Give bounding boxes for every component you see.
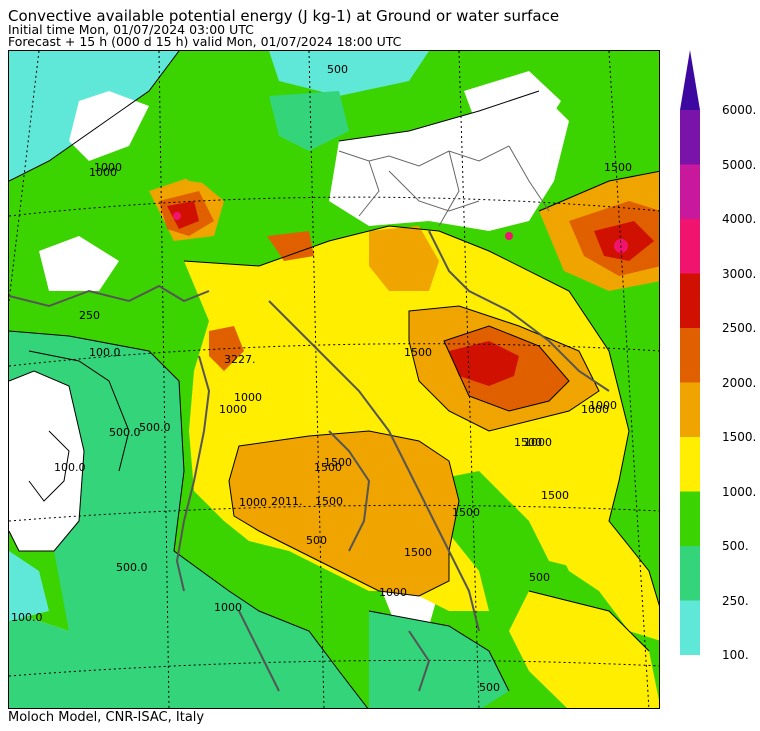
colorbar-band	[680, 328, 700, 383]
colorbar-band	[680, 110, 700, 165]
contour-label: 100.0	[54, 461, 86, 474]
contour-label: 1500	[604, 161, 632, 174]
colorbar-band	[680, 164, 700, 219]
colorbar-tick-label: 5000.	[722, 157, 757, 172]
colorbar-swatches	[680, 50, 700, 655]
cape-field-2000-2500-north	[267, 231, 314, 261]
colorbar-extension-arrow	[680, 50, 700, 110]
contour-label: 500.0	[109, 426, 141, 439]
colorbar-tick-label: 2000.	[722, 375, 757, 390]
colorbar-tick-label: 500.	[722, 539, 749, 553]
cape-field-1000-1500-southeast	[509, 591, 659, 708]
contour-label: 500.0	[116, 561, 148, 574]
cape-map-canvas: 500 1000 1500 1500 1500 1500 1500 1000 1…	[9, 51, 659, 708]
contour-label: 500	[529, 571, 550, 584]
initial-time-label: Initial time Mon, 01/07/2024 03:00 UTC	[8, 22, 254, 37]
colorbar-tick-label: 6000.	[722, 103, 757, 117]
contour-label: 2011.	[271, 495, 303, 508]
colorbar-tick-label: 3000.	[722, 266, 757, 281]
colorbar-band	[680, 273, 700, 328]
contour-label: 1000	[524, 436, 552, 449]
cape-field-250-500-south	[369, 611, 509, 708]
cape-field-1500-2000-central	[229, 431, 459, 596]
cape-field-below-100-north	[69, 91, 149, 161]
cape-field-2000-2500-west	[209, 326, 244, 371]
colorbar-band	[680, 437, 700, 492]
colorbar	[680, 50, 760, 660]
contour-label: 1500	[541, 489, 569, 502]
colorbar-tick-label: 4000.	[722, 212, 757, 226]
contour-label: 1000	[94, 161, 122, 174]
contour-label: 1500	[404, 346, 432, 359]
cape-field-below-100-north	[39, 236, 119, 291]
contour-label: 1500	[514, 436, 542, 449]
contour-label: 3227.	[224, 353, 256, 366]
contour-label: 500	[327, 63, 348, 76]
cape-field-2500-3000-northwest	[167, 201, 199, 229]
cape-field-3000-4000	[505, 232, 513, 240]
contour-label: 1500	[314, 461, 342, 474]
contour-label: 250	[79, 309, 100, 322]
forecast-valid-label: Forecast + 15 h (000 d 15 h) valid Mon, …	[8, 34, 402, 49]
cape-map: 500 1000 1500 1500 1500 1500 1500 1000 1…	[8, 50, 660, 709]
contour-label: 500.0	[139, 421, 171, 434]
colorbar-band	[680, 382, 700, 437]
contour-label: 500	[479, 681, 500, 694]
cape-field-250-500-southwest	[9, 331, 368, 708]
contour-label: 1000	[234, 391, 262, 404]
colorbar-band	[680, 546, 700, 601]
colorbar-tick-label: 1500.	[722, 430, 757, 444]
cape-field-1500-2000-north	[369, 226, 439, 291]
contour-label: 100.0	[11, 611, 43, 624]
cape-field-below-100-east	[464, 71, 561, 136]
coastlines	[9, 230, 610, 692]
colorbar-band	[680, 491, 700, 546]
contour-label: 100.0	[89, 346, 121, 359]
contour-label: 1500	[324, 456, 352, 469]
colorbar-band	[680, 219, 700, 274]
cape-field-3000-4000	[173, 212, 181, 220]
colorbar-tick-label: 2500.	[722, 321, 757, 335]
contour-label: 1000	[581, 403, 609, 416]
cape-field-below-100-west	[9, 371, 84, 551]
contour-label: 1000	[89, 166, 117, 179]
contour-label: 1000	[214, 601, 242, 614]
colorbar-tick-label: 100.	[722, 648, 749, 662]
contour-lines	[9, 51, 659, 708]
colorbar-tick-label: 1000.	[722, 484, 757, 499]
colorbar-band	[680, 600, 700, 655]
contour-label: 500	[306, 534, 327, 547]
contour-label: 1000	[589, 399, 617, 412]
contour-label: 1000	[379, 586, 407, 599]
model-credit: Moloch Model, CNR-ISAC, Italy	[8, 710, 205, 725]
colorbar-tick-label: 250.	[722, 593, 749, 608]
contour-label: 1000	[239, 496, 267, 509]
cape-field-250-500-north	[269, 91, 349, 151]
country-borders	[338, 145, 550, 227]
contour-label: 1500	[404, 546, 432, 559]
cape-field-1000-1500-east	[489, 451, 609, 571]
contour-value-labels: 500 1000 1500 1500 1500 1500 1500 1000 1…	[11, 63, 632, 694]
map-title: Convective available potential energy (J…	[8, 7, 560, 25]
contour-label: 1500	[452, 506, 480, 519]
contour-label: 1500	[315, 495, 343, 508]
graticule	[9, 51, 659, 708]
cape-field-2500-3000-east	[449, 341, 519, 386]
contour-label: 1000	[219, 403, 247, 416]
cape-field-100-250-southwest	[9, 551, 49, 621]
